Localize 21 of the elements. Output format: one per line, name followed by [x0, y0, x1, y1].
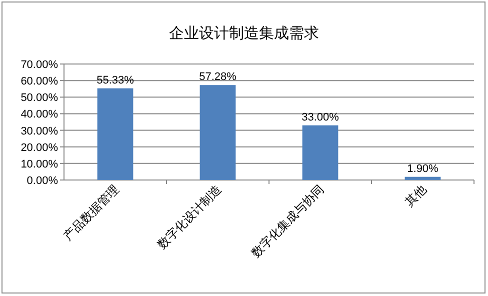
- data-label: 55.33%: [96, 74, 134, 86]
- y-tick-label: 30.00%: [20, 125, 58, 138]
- y-tick-label: 20.00%: [20, 142, 58, 154]
- y-tick-label: 50.00%: [20, 92, 58, 104]
- chart-title: 企业设计制造集成需求: [169, 25, 319, 42]
- data-label: 57.28%: [199, 71, 237, 84]
- bar: [200, 85, 236, 180]
- bar: [404, 176, 441, 180]
- bar: [97, 88, 134, 180]
- y-tick-label: 40.00%: [20, 108, 58, 121]
- data-label: 33.00%: [302, 111, 340, 124]
- y-tick-label: 60.00%: [20, 76, 58, 88]
- bar: [302, 125, 338, 180]
- x-tick-label: 数字化设计制造: [154, 182, 224, 252]
- x-tick-label: 其他: [402, 182, 429, 210]
- x-tick-label: 产品数据管理: [60, 182, 122, 244]
- x-tick-label: 数字化集成与协同: [248, 182, 326, 260]
- y-tick-label: 10.00%: [20, 158, 58, 170]
- data-label: 1.90%: [407, 162, 439, 175]
- y-tick-label: 70.00%: [20, 59, 58, 71]
- y-tick-label: 0.00%: [26, 175, 58, 187]
